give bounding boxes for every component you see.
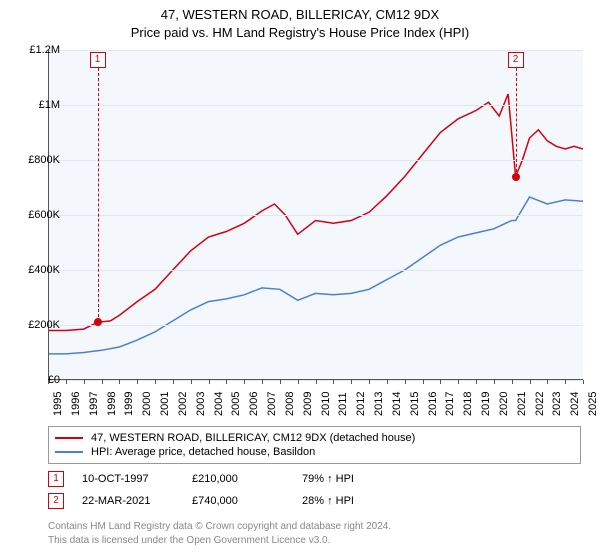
y-tick-label: £400K <box>10 264 60 276</box>
x-tick-label: 1995 <box>52 392 64 416</box>
x-tick-label: 2009 <box>302 392 314 416</box>
gridline-h <box>48 105 583 106</box>
x-tick-label: 2023 <box>551 392 563 416</box>
legend-row-hpi: HPI: Average price, detached house, Basi… <box>55 445 574 459</box>
y-tick-label: £200K <box>10 319 60 331</box>
gridline-h <box>48 215 583 216</box>
sale-date-1: 10-OCT-1997 <box>82 473 192 485</box>
y-tick-label: £1M <box>10 99 60 111</box>
sale-marker-badge-2: 2 <box>48 493 64 509</box>
marker-badge-2: 2 <box>508 52 524 68</box>
x-tick-label: 2022 <box>534 392 546 416</box>
legend: 47, WESTERN ROAD, BILLERICAY, CM12 9DX (… <box>48 426 581 464</box>
gridline-h <box>48 270 583 271</box>
title-block: 47, WESTERN ROAD, BILLERICAY, CM12 9DX P… <box>0 0 600 42</box>
x-tick-label: 2002 <box>177 392 189 416</box>
marker-badge-1: 1 <box>90 52 106 68</box>
x-tick-label: 2004 <box>213 392 225 416</box>
sale-marker-badge-1: 1 <box>48 471 64 487</box>
marker-dot-2 <box>512 173 520 181</box>
x-tick-label: 2013 <box>373 392 385 416</box>
x-tick-label: 1998 <box>106 392 118 416</box>
x-tick-label: 2015 <box>409 392 421 416</box>
x-tick-label: 2024 <box>569 392 581 416</box>
x-tick-label: 2018 <box>462 392 474 416</box>
footer-line-2: This data is licensed under the Open Gov… <box>48 534 391 548</box>
y-tick-label: £1.2M <box>10 44 60 56</box>
x-tick-label: 2011 <box>337 392 349 416</box>
x-tick-label: 2008 <box>284 392 296 416</box>
x-tick-label: 1997 <box>88 392 100 416</box>
x-tick-label: 1996 <box>70 392 82 416</box>
x-tick-label: 2003 <box>195 392 207 416</box>
sale-price-1: £210,000 <box>192 473 302 485</box>
marker-vline-1 <box>98 68 99 322</box>
x-tick-label: 2012 <box>355 392 367 416</box>
legend-swatch-property <box>55 437 83 439</box>
title-line-1: 47, WESTERN ROAD, BILLERICAY, CM12 9DX <box>0 6 600 24</box>
legend-swatch-hpi <box>55 451 83 453</box>
x-tick-label: 1999 <box>123 392 135 416</box>
marker-dot-1 <box>94 318 102 326</box>
x-tick-label: 2001 <box>159 392 171 416</box>
x-tick-label: 2010 <box>320 392 332 416</box>
title-line-2: Price paid vs. HM Land Registry's House … <box>0 24 600 42</box>
sale-row-2: 2 22-MAR-2021 £740,000 28% ↑ HPI <box>48 490 354 512</box>
x-tick-label: 2005 <box>230 392 242 416</box>
x-tick-label: 2020 <box>498 392 510 416</box>
x-tick-label: 2017 <box>444 392 456 416</box>
sale-price-2: £740,000 <box>192 495 302 507</box>
y-tick-label: £0 <box>10 374 60 386</box>
y-tick-label: £800K <box>10 154 60 166</box>
gridline-h <box>48 50 583 51</box>
sale-hpi-delta-1: 79% ↑ HPI <box>302 473 354 485</box>
plot-area <box>48 50 583 380</box>
marker-vline-2 <box>516 68 517 177</box>
x-tick-label: 2025 <box>587 392 599 416</box>
chart-container: 47, WESTERN ROAD, BILLERICAY, CM12 9DX P… <box>0 0 600 560</box>
sale-date-2: 22-MAR-2021 <box>82 495 192 507</box>
sale-hpi-delta-2: 28% ↑ HPI <box>302 495 354 507</box>
footer: Contains HM Land Registry data © Crown c… <box>48 520 391 547</box>
footer-line-1: Contains HM Land Registry data © Crown c… <box>48 520 391 534</box>
legend-row-property: 47, WESTERN ROAD, BILLERICAY, CM12 9DX (… <box>55 431 574 445</box>
legend-label-property: 47, WESTERN ROAD, BILLERICAY, CM12 9DX (… <box>91 432 415 444</box>
x-tick-label: 2016 <box>427 392 439 416</box>
sale-row-1: 1 10-OCT-1997 £210,000 79% ↑ HPI <box>48 468 354 490</box>
y-tick-label: £600K <box>10 209 60 221</box>
x-tick-label: 2014 <box>391 392 403 416</box>
x-tick-label: 2007 <box>266 392 278 416</box>
sale-table: 1 10-OCT-1997 £210,000 79% ↑ HPI 2 22-MA… <box>48 468 354 512</box>
gridline-h <box>48 325 583 326</box>
x-tick-label: 2021 <box>516 392 528 416</box>
legend-label-hpi: HPI: Average price, detached house, Basi… <box>91 446 315 458</box>
x-tick-label: 2019 <box>480 392 492 416</box>
x-tick-label: 2000 <box>141 392 153 416</box>
series-property <box>48 94 583 331</box>
gridline-h <box>48 160 583 161</box>
x-tick-label: 2006 <box>248 392 260 416</box>
